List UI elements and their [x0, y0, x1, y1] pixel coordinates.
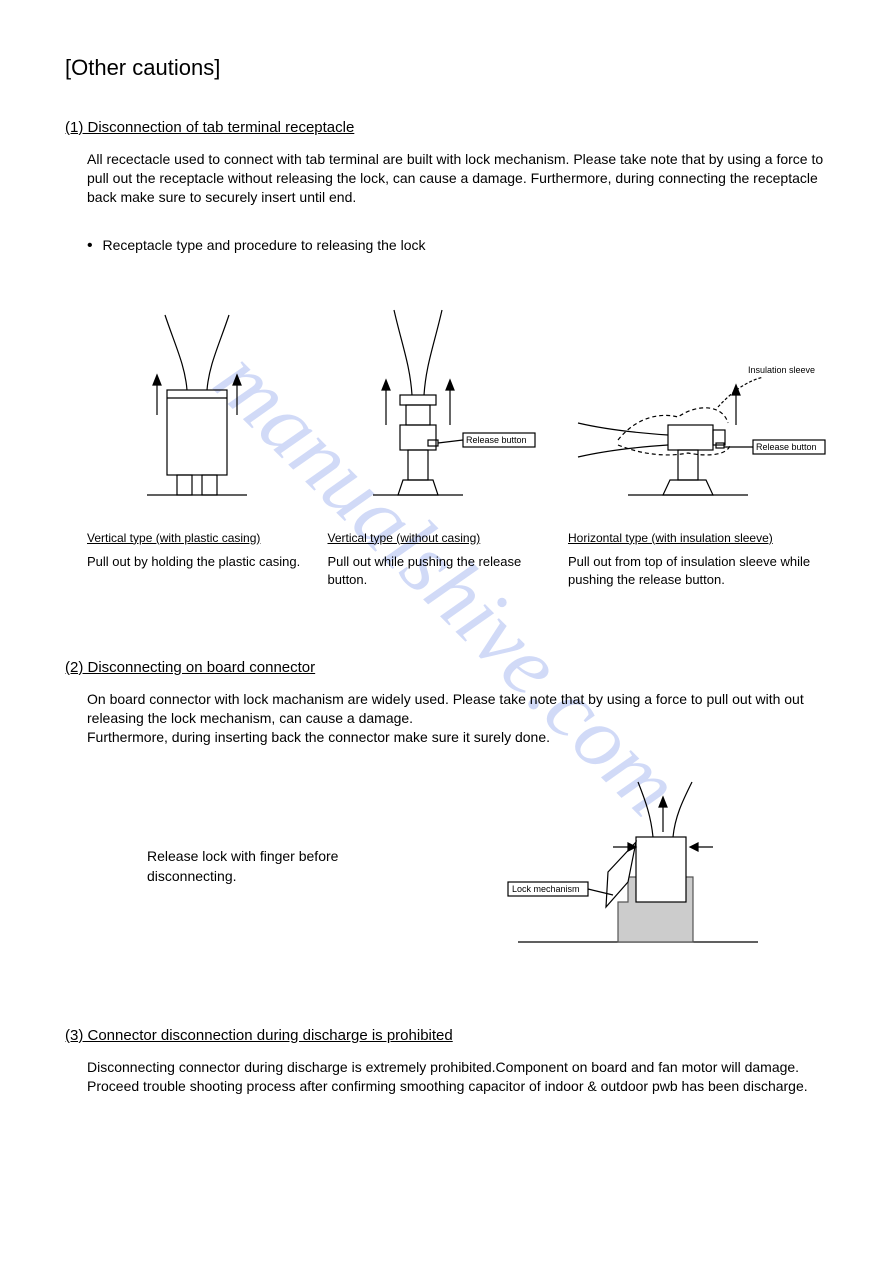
diagram3-annot2: Release button — [756, 442, 817, 452]
section3-heading: (3) Connector disconnection during disch… — [65, 1027, 828, 1044]
bullet-dot-icon: • — [87, 237, 93, 254]
diagram1-caption: Pull out by holding the plastic casing. — [87, 553, 308, 571]
diagram-col-1: Vertical type (with plastic casing) Pull… — [87, 295, 308, 589]
diagram2-caption: Pull out while pushing the release butto… — [328, 553, 549, 589]
diagram1-label: Vertical type (with plastic casing) — [87, 531, 308, 545]
section3-body: Disconnecting connector during discharge… — [87, 1058, 828, 1096]
section-1: (1) Disconnection of tab terminal recept… — [65, 119, 828, 589]
section-2: (2) Disconnecting on board connector On … — [65, 659, 828, 957]
diagram3-label: Horizontal type (with insulation sleeve) — [568, 531, 828, 545]
section1-heading: (1) Disconnection of tab terminal recept… — [65, 119, 828, 136]
section-3: (3) Connector disconnection during disch… — [65, 1027, 828, 1096]
section2-annot: Lock mechanism — [512, 884, 580, 894]
section1-bullet-text: Receptacle type and procedure to releasi… — [103, 237, 426, 253]
diagram-row-1: Vertical type (with plastic casing) Pull… — [87, 295, 828, 589]
diagram2-annot: Release button — [466, 435, 527, 445]
diagram2-label: Vertical type (without casing) — [328, 531, 549, 545]
diagram3-annot1: Insulation sleeve — [748, 365, 815, 375]
page-title: [Other cautions] — [65, 55, 828, 81]
diagram3-svg: Insulation sleeve Release button — [568, 295, 828, 515]
diagram-col-3: Insulation sleeve Release button Horizon… — [568, 295, 828, 589]
section2-body: On board connector with lock machanism a… — [87, 690, 828, 747]
diagram1-svg — [87, 295, 308, 515]
section2-instruction: Release lock with finger before disconne… — [147, 847, 427, 886]
section1-bullet: • Receptacle type and procedure to relea… — [87, 237, 828, 255]
section2-heading: (2) Disconnecting on board connector — [65, 659, 828, 676]
diagram2-svg: Release button — [328, 295, 549, 515]
section2-svg: Lock mechanism — [427, 777, 828, 957]
section1-body: All recectacle used to connect with tab … — [87, 150, 828, 207]
diagram3-caption: Pull out from top of insulation sleeve w… — [568, 553, 828, 589]
diagram-col-2: Release button Vertical type (without ca… — [328, 295, 549, 589]
